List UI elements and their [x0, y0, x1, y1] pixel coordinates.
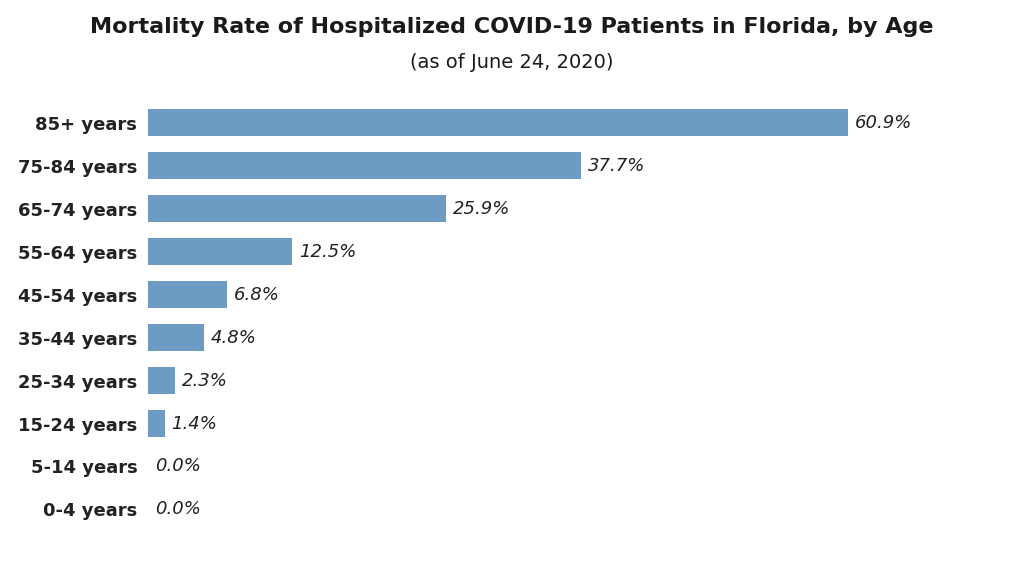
Bar — [148, 152, 582, 179]
Bar — [148, 282, 226, 308]
Text: Mortality Rate of Hospitalized COVID-19 Patients in Florida, by Age: Mortality Rate of Hospitalized COVID-19 … — [90, 17, 934, 37]
Bar — [148, 324, 204, 351]
Text: 0.0%: 0.0% — [156, 457, 202, 475]
Text: 1.4%: 1.4% — [171, 415, 217, 433]
Text: 25.9%: 25.9% — [453, 200, 510, 217]
Bar — [148, 110, 848, 136]
Text: 0.0%: 0.0% — [156, 500, 202, 519]
Text: 60.9%: 60.9% — [855, 114, 912, 132]
Text: 6.8%: 6.8% — [233, 285, 280, 303]
Text: 37.7%: 37.7% — [589, 157, 646, 175]
Bar — [148, 410, 165, 437]
Bar — [148, 196, 445, 222]
Text: 4.8%: 4.8% — [211, 329, 256, 347]
Bar — [148, 238, 292, 265]
Text: 2.3%: 2.3% — [182, 371, 227, 389]
Bar — [148, 367, 175, 394]
Text: (as of June 24, 2020): (as of June 24, 2020) — [411, 53, 613, 72]
Text: 12.5%: 12.5% — [299, 243, 356, 261]
